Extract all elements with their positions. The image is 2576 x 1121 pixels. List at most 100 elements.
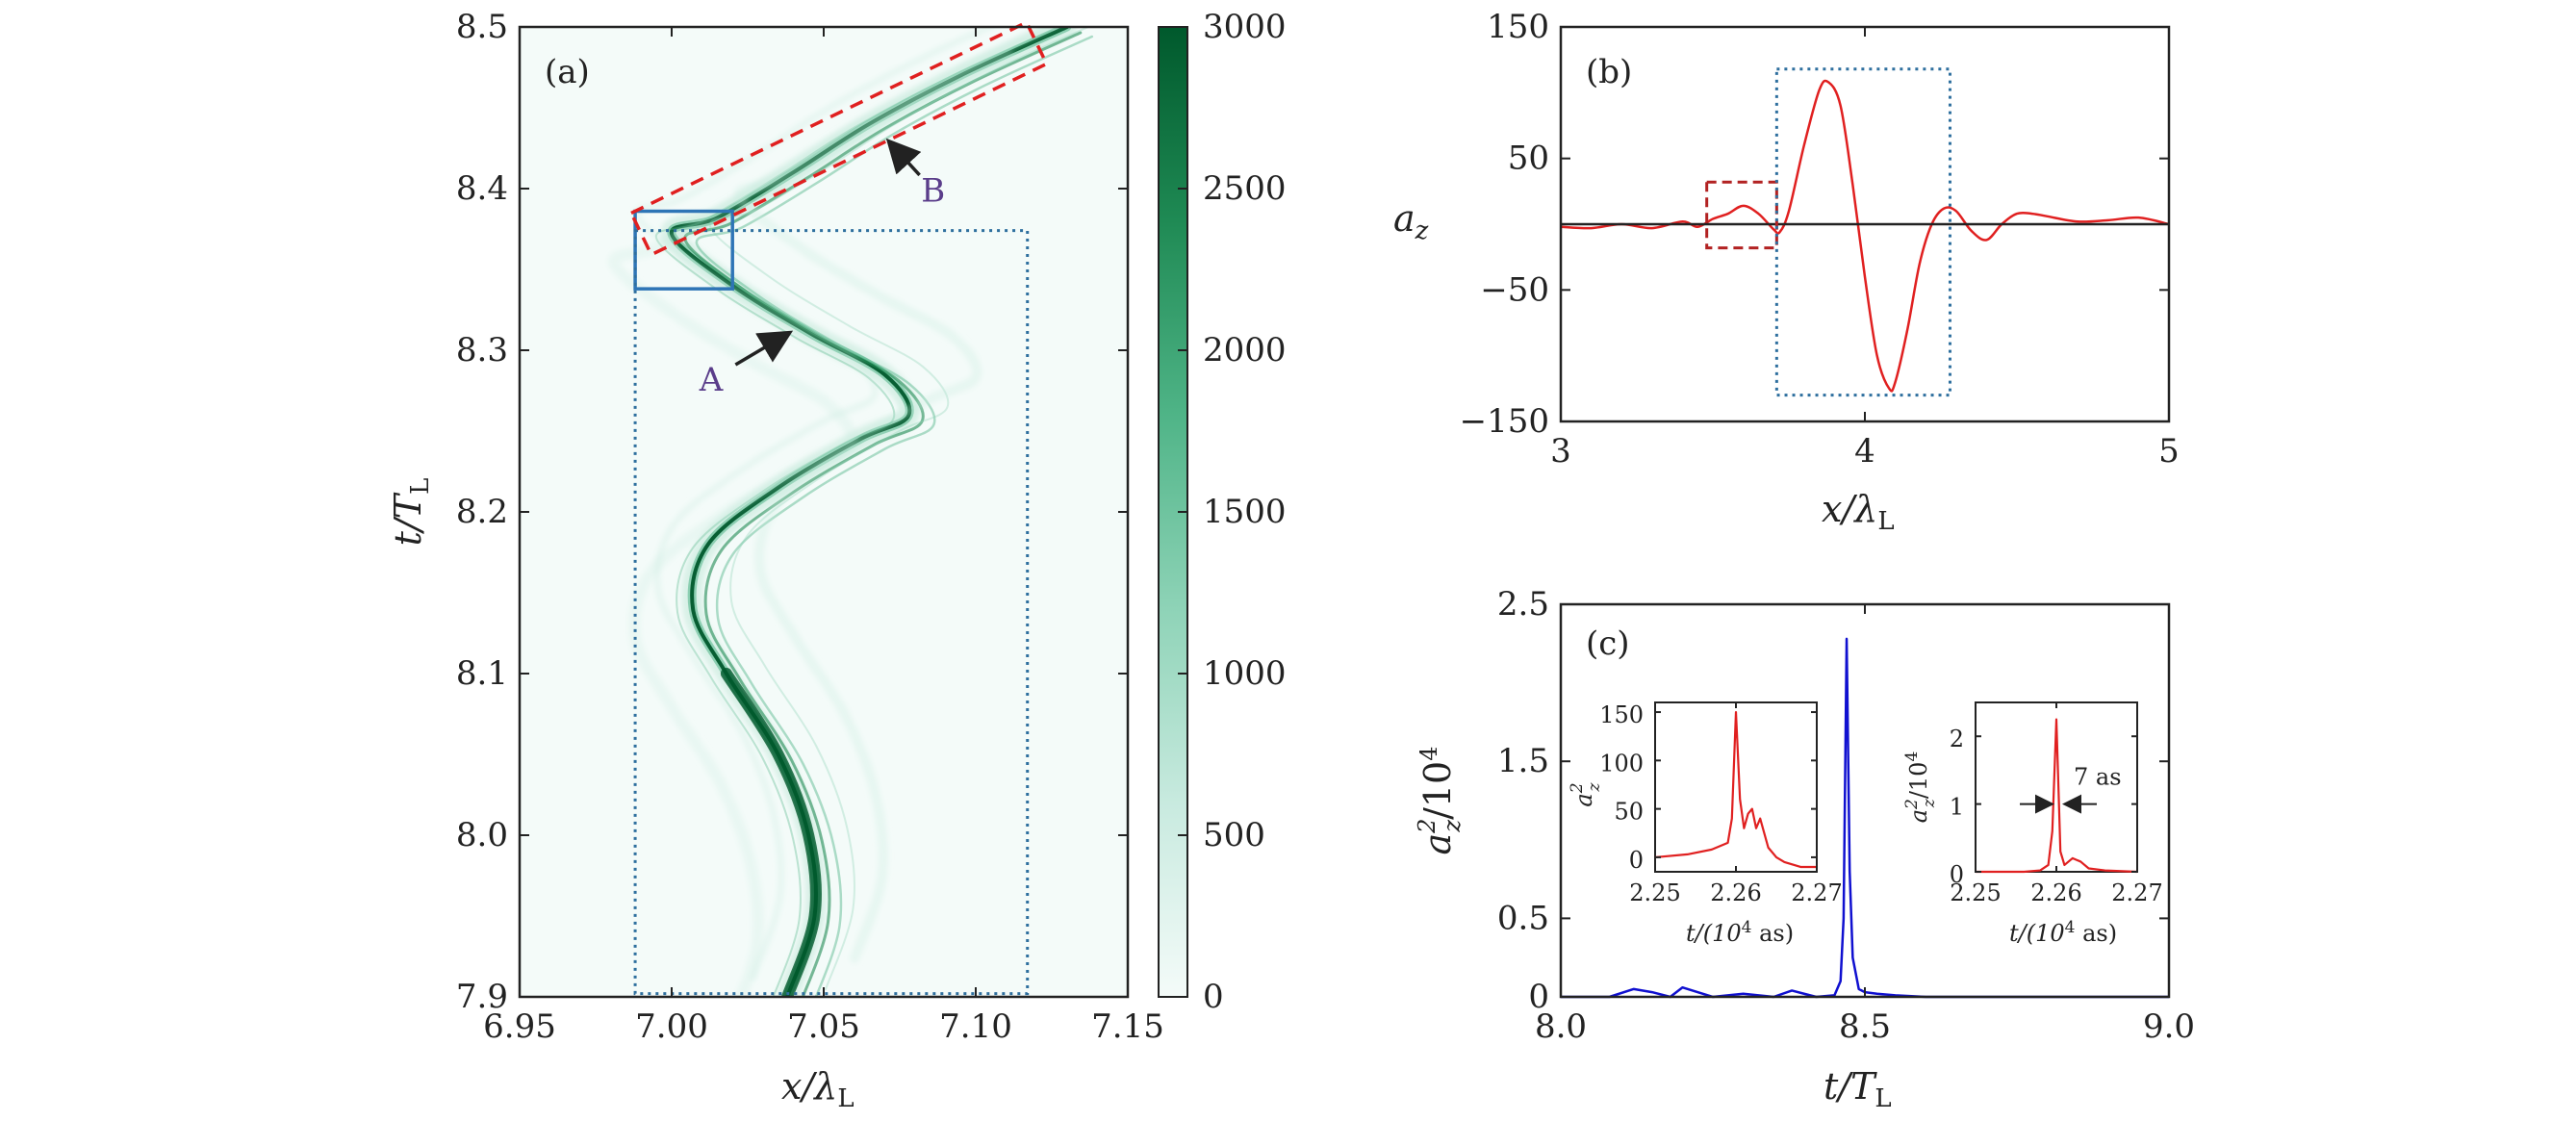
- inset-left-y-tick-label: 50: [1614, 799, 1644, 826]
- inset-right-x-tick-label: 2.26: [2030, 879, 2081, 906]
- inset-right-x-ticks: 2.25 2.26 2.27: [1950, 702, 2163, 906]
- heatmap-trajectory-9: [608, 50, 1015, 997]
- panel-a-x-tick-label: 7.00: [635, 1007, 708, 1046]
- colorbar-tick-label: 500: [1203, 816, 1265, 854]
- panel-c-y-tick-label: 2.5: [1497, 585, 1549, 624]
- panel-a-y-tick-label: 7.9: [456, 978, 508, 1016]
- annotation-arrow-B: [885, 138, 922, 177]
- panel-b-y-ticks: 150 50 −50 −150: [1460, 8, 2169, 441]
- panel-a-x-tick-label: 7.15: [1091, 1007, 1164, 1046]
- region-dotted-box: [1774, 67, 1951, 397]
- panel-c-label: (c): [1586, 624, 1630, 663]
- inset-left-x-tick-label: 2.25: [1629, 879, 1680, 906]
- panel-b-x-axis-label: x/λL: [1822, 488, 1895, 536]
- inset-right-x-axis-label: t/(104 as): [2009, 918, 2117, 947]
- annotation-B: B: [921, 171, 945, 210]
- panel-b: 3 4 5 150 50 −50 −150 (b) x/λL az: [1393, 8, 2180, 536]
- panel-c-plot: [1561, 637, 2169, 999]
- inset-right-plot: [1976, 718, 2138, 874]
- inset-left-series: [1654, 710, 1817, 869]
- pulse-width-label: 7 as: [2074, 764, 2122, 791]
- panel-c-y-tick-label: 0: [1528, 978, 1549, 1016]
- inset-right-y-axis-label: a2z/104: [1902, 752, 1939, 824]
- colorbar-tick-label: 1500: [1203, 493, 1287, 531]
- panel-a-y-tick-label: 8.3: [456, 331, 508, 369]
- panel-a-y-axis-label: t/TL: [387, 478, 435, 547]
- inset-right-y-tick-label: 1: [1950, 794, 1964, 821]
- panel-a: AB 6.95 7.00 7.05 7.10 7.15 7.98.08.18.28.38…: [387, 8, 1164, 1113]
- inset-left: 2.25 2.26 2.27 150 100 50 0 t/(104 as) a2z: [1568, 701, 1843, 947]
- heatmap-trajectory-4: [695, 35, 1094, 997]
- panel-a-y-tick-label: 8.0: [456, 816, 508, 854]
- panel-a-x-axis-label: x/λL: [781, 1065, 854, 1113]
- panel-b-y-tick-label: −150: [1460, 402, 1549, 441]
- panel-a-x-tick-label: 7.10: [939, 1007, 1012, 1046]
- panel-c-x-ticks: 8.0 8.5 9.0: [1535, 604, 2195, 1046]
- inset-left-x-tick-label: 2.27: [1791, 879, 1842, 906]
- panel-c-x-tick-label: 9.0: [2143, 1007, 2195, 1046]
- panel-a-y-tick-label: 8.1: [456, 654, 508, 693]
- panel-b-x-tick-label: 3: [1550, 432, 1571, 471]
- panel-b-y-axis-label: az: [1393, 197, 1429, 245]
- panel-b-x-tick-label: 5: [2158, 432, 2180, 471]
- panel-c: 8.0 8.5 9.0 2.5 1.5 0.5 0 (c) t/TL a2z/104 2.…: [1414, 585, 2195, 1113]
- panel-b-x-ticks: 3 4 5: [1550, 27, 2180, 471]
- colorbar-tick-label: 1000: [1203, 654, 1287, 693]
- colorbar-tick-label: 2000: [1203, 331, 1287, 369]
- panel-c-y-tick-label: 0.5: [1497, 899, 1549, 937]
- inset-right: 2.25 2.26 2.27 2 1 0 t/(104 as) a2z/104 7 as: [1902, 701, 2163, 947]
- panel-a-x-ticks: 6.95 7.00 7.05 7.10 7.15: [483, 27, 1164, 1046]
- inset-left-plot: [1654, 710, 1817, 869]
- inset-left-x-axis-label: t/(104 as): [1686, 918, 1794, 947]
- inset-right-y-ticks: 2 1 0: [1950, 726, 2137, 888]
- inset-right-series: [1976, 718, 2138, 874]
- panel-c-x-axis-label: t/TL: [1824, 1065, 1892, 1113]
- inset-right-y-tick-label: 2: [1950, 726, 1964, 752]
- panel-c-x-tick-label: 8.5: [1839, 1007, 1891, 1046]
- inset-left-x-tick-label: 2.26: [1710, 879, 1761, 906]
- region-solid-box: [633, 209, 734, 291]
- heatmap-core: [720, 668, 822, 997]
- colorbar: 0 500 1000 1500 2000 2500 3000: [1158, 8, 1287, 1016]
- heatmap-trajectory-6: [708, 27, 1091, 990]
- panel-a-y-ticks: 7.9 8.0 8.1 8.2 8.3 8.4 8.5: [456, 8, 1128, 1016]
- inset-right-y-tick-label: 0: [1950, 861, 1964, 888]
- heatmap-trajectories: [608, 27, 1094, 997]
- heatmap-trajectory-3: [683, 31, 1083, 997]
- panel-a-regions: [628, 19, 1049, 996]
- inset-right-x-tick-label: 2.25: [1950, 879, 2001, 906]
- panel-c-x-tick-label: 8.0: [1535, 1007, 1587, 1046]
- panel-a-x-tick-label: 7.05: [787, 1007, 860, 1046]
- colorbar-tick-label: 0: [1203, 978, 1224, 1016]
- panel-a-x-tick-label: 6.95: [483, 1007, 556, 1046]
- colorbar-tick-label: 2500: [1203, 169, 1287, 208]
- inset-left-y-tick-label: 150: [1599, 701, 1644, 728]
- panel-b-label: (b): [1586, 53, 1632, 91]
- panel-a-background: [520, 27, 1128, 997]
- panel-a-y-tick-label: 8.2: [456, 493, 508, 531]
- panel-a-annotations: AB: [699, 138, 945, 399]
- inset-left-x-ticks: 2.25 2.26 2.27: [1629, 702, 1843, 906]
- region-dashed-box: [1705, 180, 1778, 250]
- panel-c-series-0: [1561, 637, 2169, 999]
- colorbar-tick-label: 3000: [1203, 8, 1287, 46]
- pulse-width-annotation: 7 as: [2020, 764, 2122, 814]
- panel-b-plot: [1560, 67, 2170, 397]
- panel-c-y-axis-label: a2z/104: [1414, 746, 1466, 854]
- panel-a-y-tick-label: 8.5: [456, 8, 508, 46]
- colorbar-ticks: 0 500 1000 1500 2000 2500 3000: [1178, 8, 1287, 1016]
- panel-b-y-tick-label: 50: [1508, 140, 1549, 178]
- inset-right-x-tick-label: 2.27: [2111, 879, 2162, 906]
- panel-a-label: (a): [545, 53, 590, 91]
- panel-c-y-tick-label: 1.5: [1497, 742, 1549, 780]
- panel-b-y-tick-label: −50: [1480, 270, 1549, 309]
- inset-left-y-axis-label: a2z: [1568, 781, 1604, 806]
- panel-c-y-ticks: 2.5 1.5 0.5 0: [1497, 585, 2169, 1016]
- panel-b-y-tick-label: 150: [1487, 8, 1549, 46]
- panel-a-y-tick-label: 8.4: [456, 169, 508, 208]
- panel-b-series-0: [1560, 79, 2170, 393]
- annotation-A: A: [699, 361, 724, 399]
- inset-left-y-tick-label: 0: [1629, 847, 1644, 874]
- inset-left-y-tick-label: 100: [1599, 750, 1644, 777]
